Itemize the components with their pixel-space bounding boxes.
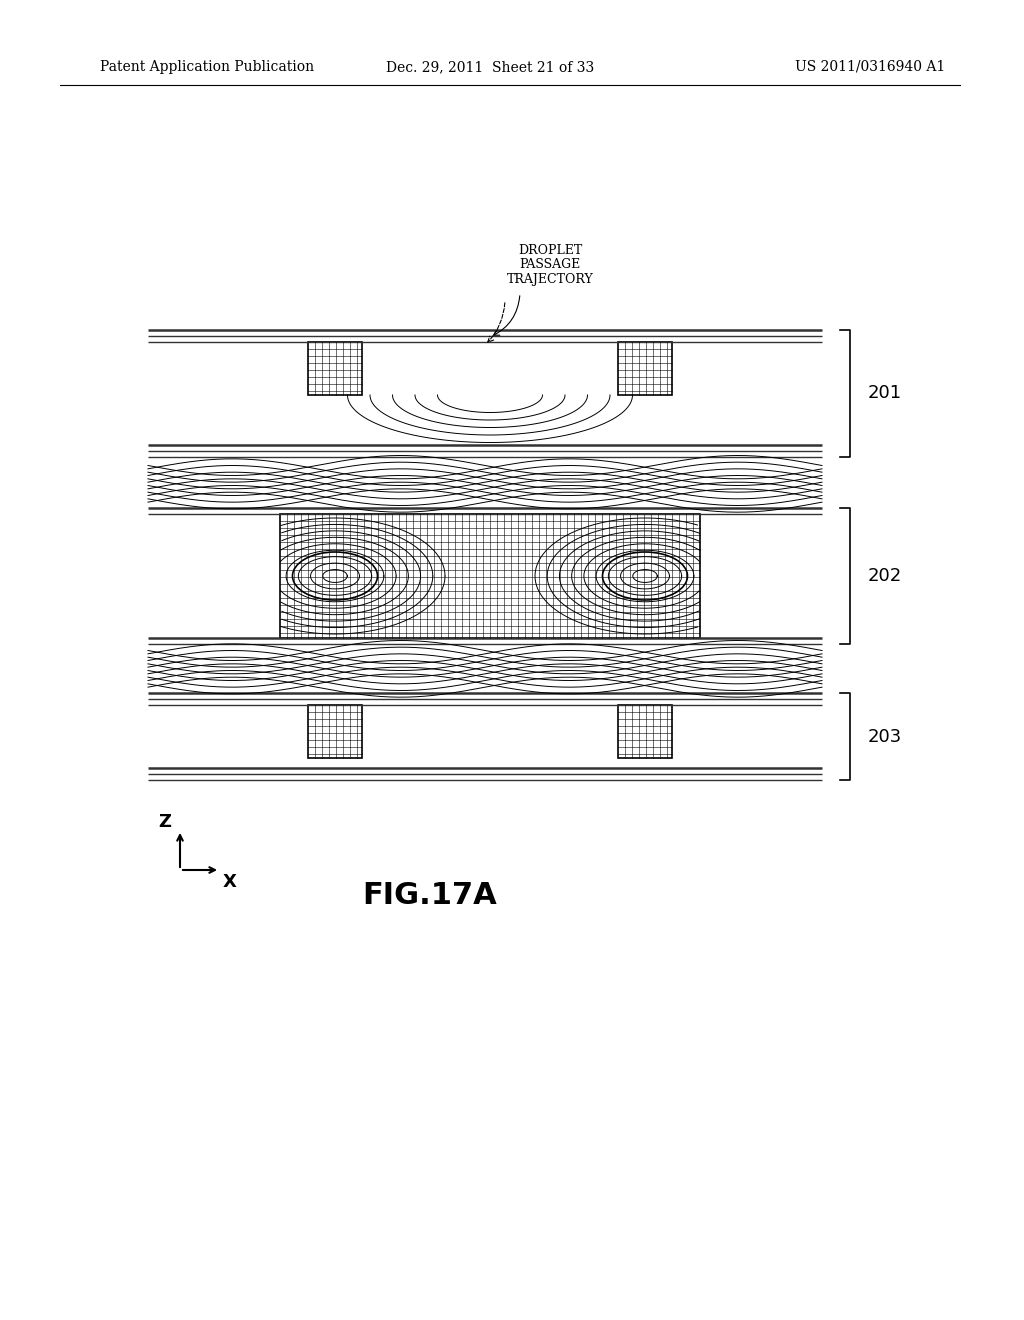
- Ellipse shape: [293, 552, 378, 601]
- Text: FIG.17A: FIG.17A: [362, 880, 498, 909]
- Polygon shape: [618, 342, 672, 395]
- Ellipse shape: [602, 552, 687, 601]
- Text: US 2011/0316940 A1: US 2011/0316940 A1: [795, 59, 945, 74]
- Text: 201: 201: [868, 384, 902, 403]
- Polygon shape: [280, 513, 700, 638]
- Text: Patent Application Publication: Patent Application Publication: [100, 59, 314, 74]
- Text: 203: 203: [868, 727, 902, 746]
- Text: Dec. 29, 2011  Sheet 21 of 33: Dec. 29, 2011 Sheet 21 of 33: [386, 59, 594, 74]
- Polygon shape: [308, 705, 362, 758]
- Polygon shape: [618, 705, 672, 758]
- Polygon shape: [308, 342, 362, 395]
- Text: DROPLET
PASSAGE
TRAJECTORY: DROPLET PASSAGE TRAJECTORY: [507, 243, 593, 286]
- Text: Z: Z: [159, 813, 171, 832]
- Text: 202: 202: [868, 568, 902, 585]
- Text: X: X: [223, 873, 237, 891]
